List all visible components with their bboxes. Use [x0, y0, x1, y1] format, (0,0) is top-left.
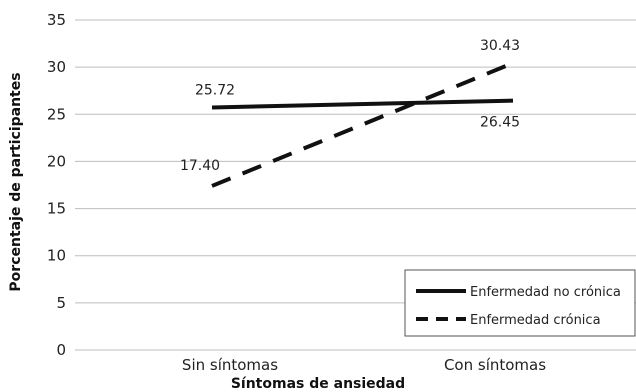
y-axis-ticks: 0 5 10 15 20 25 30 35	[47, 11, 66, 359]
x-axis-title: Síntomas de ansiedad	[231, 376, 405, 392]
y-axis-title: Porcentaje de participantes	[8, 72, 24, 291]
gridlines	[75, 19, 636, 351]
legend: Enfermedad no crónica Enfermedad crónica	[404, 269, 636, 337]
series-line-no-cronica	[211, 98, 514, 110]
y-tick-label: 5	[56, 294, 66, 312]
series-line-cronica	[211, 61, 514, 188]
data-label: 30.43	[480, 38, 520, 54]
data-labels: 25.72 26.45 17.40 30.43	[180, 38, 520, 174]
y-tick-label: 35	[47, 11, 66, 29]
y-tick-label: 25	[47, 105, 66, 123]
y-tick-label: 15	[47, 200, 66, 218]
y-tick-label: 20	[47, 152, 66, 170]
legend-label-no-cronica: Enfermedad no crónica	[470, 285, 621, 300]
y-tick-label: 0	[56, 341, 66, 359]
data-label: 26.45	[480, 115, 520, 131]
x-category-label: Sin síntomas	[182, 356, 278, 374]
data-label: 25.72	[195, 82, 235, 98]
y-tick-label: 10	[47, 247, 66, 265]
legend-box	[404, 269, 636, 337]
x-category-label: Con síntomas	[444, 356, 546, 374]
series-lines	[211, 61, 514, 188]
x-axis-categories: Sin síntomas Con síntomas	[182, 356, 546, 374]
legend-label-cronica: Enfermedad crónica	[470, 313, 601, 328]
data-label: 17.40	[180, 158, 220, 174]
y-tick-label: 30	[47, 58, 66, 76]
